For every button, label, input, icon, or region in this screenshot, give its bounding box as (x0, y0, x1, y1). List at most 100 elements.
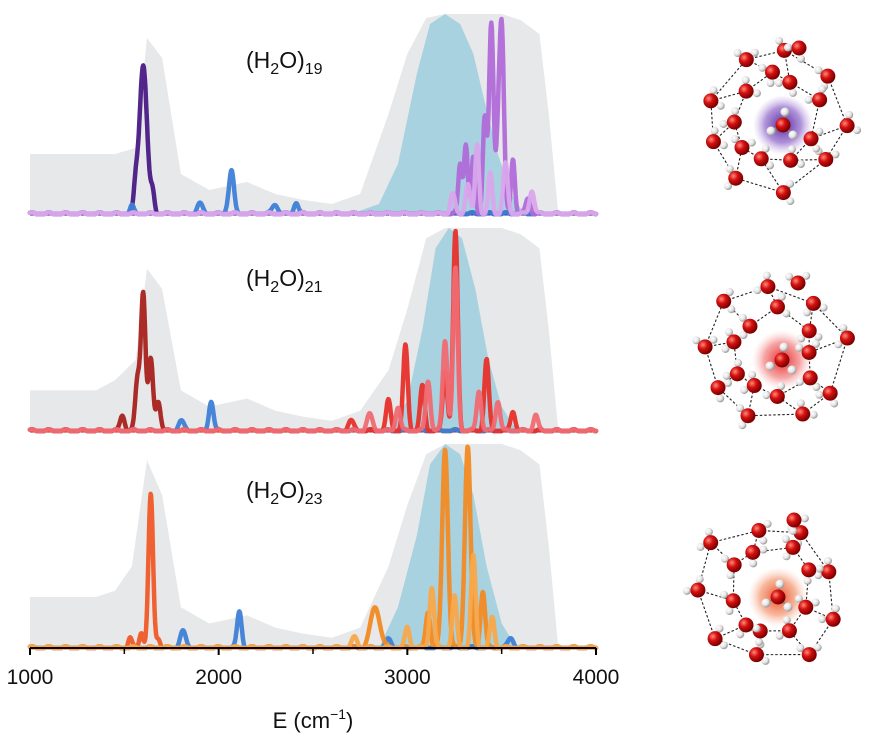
oxygen-atom (705, 134, 721, 150)
hydrogen-atom (794, 594, 803, 603)
x-tick-label: 1000 (7, 666, 54, 689)
hydrogen-atom (775, 36, 784, 45)
hydrogen-atom (750, 48, 759, 57)
hydrogen-atom (814, 571, 823, 580)
oxygen-atom (703, 535, 719, 551)
hydrogen-atom (709, 335, 718, 344)
oxygen-atom (825, 611, 841, 627)
x-axis: 1000 2000 3000 4000 E (cm−1) (7, 647, 619, 733)
hydrogen-atom (811, 598, 820, 607)
oxygen-atom (710, 380, 726, 396)
oxygen-atom (781, 623, 797, 639)
hydrogen-atom (834, 340, 843, 349)
hydrogen-atom (782, 309, 791, 318)
spectrum-series-group (27, 228, 599, 434)
x-axis-title: E (cm−1) (273, 706, 354, 733)
oxygen-atom (802, 370, 818, 386)
hydrogen-bond (723, 286, 769, 302)
hydrogen-atom (814, 66, 823, 75)
hydrogen-atom (731, 107, 740, 116)
hydrogen-atom (733, 358, 742, 367)
hydrogen-atom (787, 145, 796, 154)
hydrogen-atom (763, 519, 772, 528)
hydrogen-atom (695, 575, 704, 584)
oxygen-atom (742, 318, 758, 334)
hydrogen-atom (762, 271, 771, 280)
oxygen-atom (801, 647, 817, 663)
hydrogen-atom (692, 336, 701, 345)
oxygen-atom (738, 52, 754, 68)
hydrogen-bond (800, 532, 830, 573)
oxygen-atom (716, 293, 732, 309)
central-oxygen-atom (774, 352, 790, 368)
hydrogen-atom (766, 126, 776, 136)
hydrogen-atom (796, 54, 805, 63)
hydrogen-atom (809, 410, 818, 419)
hydrogen-atom (722, 371, 731, 380)
central-oxygen-atom (770, 589, 786, 605)
hydrogen-atom (752, 624, 761, 633)
hydrogen-bond (710, 529, 760, 544)
hydrogen-atom (813, 643, 822, 652)
central-oxygen-atom (775, 117, 791, 133)
hydrogen-atom (777, 382, 786, 391)
hydrogen-atom (716, 394, 725, 403)
hydrogen-atom (786, 197, 795, 206)
hydrogen-atom (710, 126, 719, 135)
hydrogen-bond (737, 373, 755, 386)
hydrogen-atom (777, 292, 786, 301)
oxygen-atom (801, 344, 817, 360)
hydrogen-bond (710, 59, 747, 102)
panel-title: (H2O)23 (246, 477, 323, 508)
hydrogen-atom (726, 571, 735, 580)
x-tick-label: 3000 (384, 666, 431, 689)
hydrogen-atom (803, 576, 812, 585)
hydrogen-atom (785, 272, 794, 281)
oxygen-atom (791, 40, 807, 56)
hydrogen-atom (720, 590, 729, 599)
oxygen-atom (820, 68, 836, 84)
oxygen-atom (703, 93, 719, 109)
hydrogen-atom (748, 370, 757, 379)
oxygen-atom (738, 617, 754, 633)
hydrogen-atom (724, 182, 733, 191)
cluster-structure-h2o23 (682, 512, 841, 665)
oxygen-atom (812, 92, 828, 108)
hydrogen-atom (709, 86, 718, 95)
hydrogen-atom (784, 43, 793, 52)
hydrogen-atom (788, 88, 797, 97)
oxygen-atom (745, 544, 761, 560)
oxygen-atom (793, 525, 809, 541)
hydrogen-atom (724, 379, 733, 388)
oxygen-atom (822, 385, 838, 401)
hydrogen-atom (814, 332, 823, 341)
oxygen-atom (769, 388, 785, 404)
x-axis-ticks: 1000 2000 3000 4000 (7, 648, 619, 689)
hydrogen-atom (831, 150, 840, 159)
spectrum-panel-h2o23: (H2O)23 (27, 444, 599, 651)
oxygen-atom (726, 334, 742, 350)
oxygen-atom (725, 593, 741, 609)
oxygen-atom (798, 599, 814, 615)
hydrogen-atom (812, 383, 821, 392)
hydrogen-atom (779, 342, 789, 352)
hydrogen-atom (727, 305, 736, 314)
oxygen-atom (746, 378, 762, 394)
hydrogen-atom (831, 604, 840, 613)
hydrogen-atom (815, 390, 824, 399)
hydrogen-atom (786, 179, 795, 188)
cluster-structure-h2o19 (703, 36, 862, 206)
hydrogen-atom (766, 78, 775, 87)
oxygen-atom (801, 323, 817, 339)
oxygen-atom (805, 295, 821, 311)
oxygen-atom (697, 339, 713, 355)
oxygen-atom (764, 64, 780, 80)
hydrogen-atom (823, 556, 832, 565)
oxygen-atom (775, 185, 791, 201)
oxygen-atom (729, 366, 745, 382)
background-bands (30, 14, 559, 214)
hydrogen-atom (765, 361, 775, 371)
hydrogen-bond (747, 413, 803, 417)
hydrogen-atom (830, 399, 839, 408)
